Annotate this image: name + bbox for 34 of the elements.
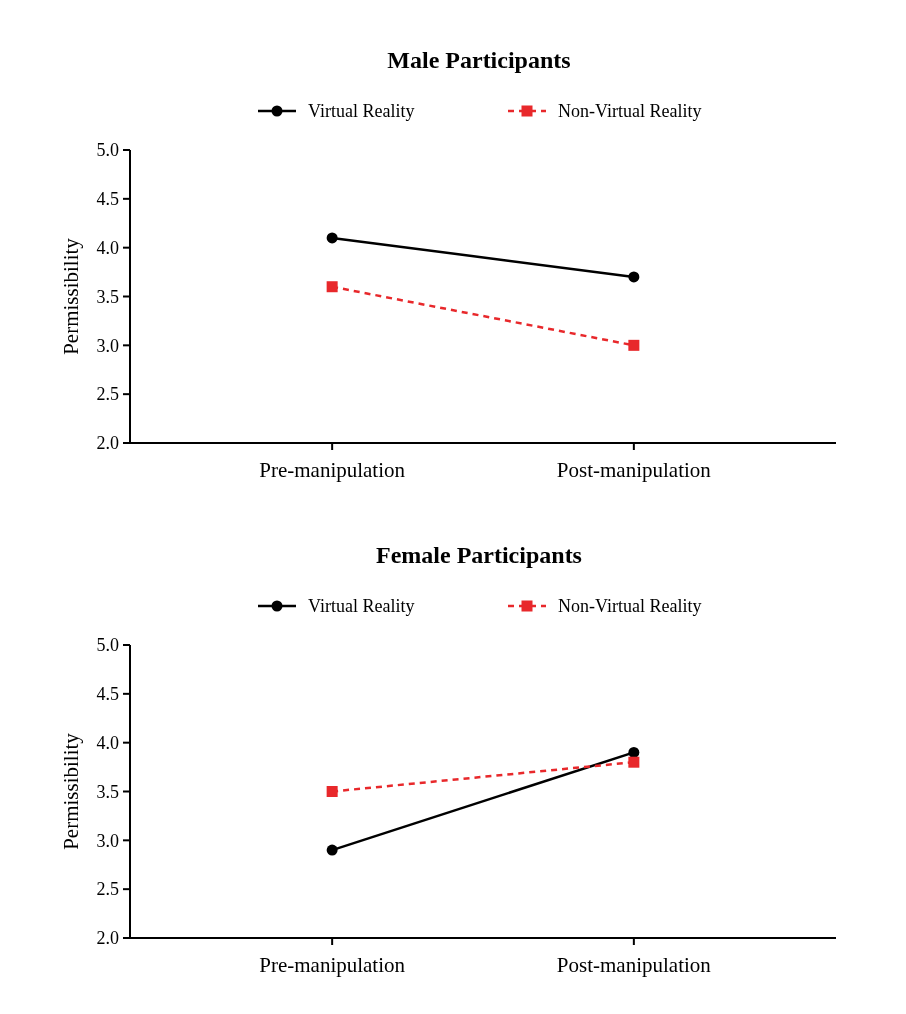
point [628, 339, 640, 351]
y-tick-label: 5.0 [96, 140, 119, 161]
point [628, 271, 640, 283]
legend-label: Virtual Reality [308, 101, 415, 121]
y-tick-label: 2.0 [96, 928, 119, 949]
x-tick-label: Post-manipulation [556, 458, 712, 482]
y-tick-label: 4.0 [96, 237, 119, 258]
legend-label: Virtual Reality [308, 596, 415, 616]
x-tick-label: Pre-manipulation [259, 458, 406, 482]
x-tick-label: Post-manipulation [556, 953, 712, 977]
y-tick-label: 4.5 [96, 684, 119, 705]
chart-title: Female Participants [376, 542, 582, 568]
point [326, 844, 338, 856]
y-tick-label: 3.5 [96, 286, 119, 307]
y-axis-title: Permissibility [59, 237, 83, 355]
point [326, 232, 338, 244]
legend-label: Non-Virtual Reality [558, 101, 702, 121]
point [628, 756, 640, 768]
y-tick-label: 2.5 [96, 879, 119, 900]
point [326, 281, 338, 293]
y-tick-label: 4.0 [96, 732, 119, 753]
y-tick-label: 4.5 [96, 189, 119, 210]
y-tick-label: 2.0 [96, 433, 119, 454]
y-tick-label: 3.0 [96, 335, 119, 356]
y-tick-label: 3.0 [96, 830, 119, 851]
point [628, 746, 640, 758]
y-axis-title: Permissibility [59, 732, 83, 850]
legend-label: Non-Virtual Reality [558, 596, 702, 616]
y-tick-label: 5.0 [96, 635, 119, 656]
chart-title: Male Participants [387, 47, 571, 73]
x-tick-label: Pre-manipulation [259, 953, 406, 977]
y-tick-label: 3.5 [96, 781, 119, 802]
point [326, 786, 338, 797]
y-tick-label: 2.5 [96, 384, 119, 405]
